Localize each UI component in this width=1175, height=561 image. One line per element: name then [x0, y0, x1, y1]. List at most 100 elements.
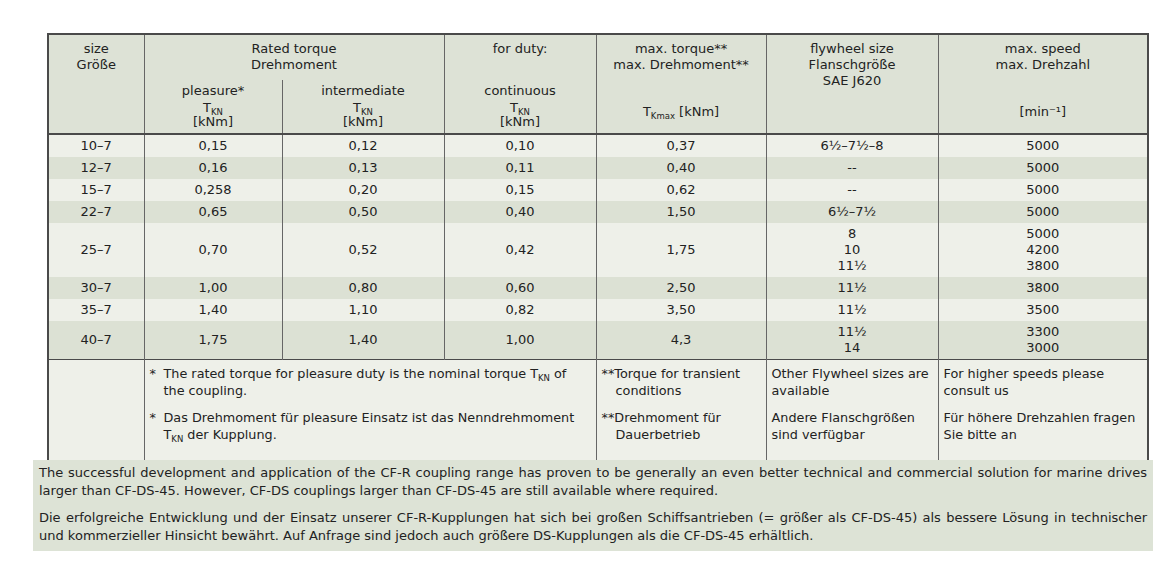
cell-pleasure-torque: 1,75 — [144, 321, 282, 360]
header-continuous-label: continuous — [449, 83, 592, 99]
cell-flywheel-size: -- — [766, 157, 938, 179]
coupling-spec-table-wrap: size Größe Rated torque Drehmoment for d… — [47, 33, 1149, 462]
footnote-speed-en: For higher speeds please consult us — [944, 366, 1143, 399]
cell-flywheel-size: 11½ 14 — [766, 321, 938, 360]
cell-intermediate-torque: 1,40 — [282, 321, 444, 360]
cell-size: 12–7 — [48, 157, 144, 179]
cell-size: 40–7 — [48, 321, 144, 360]
cell-max-speed: 5000 — [938, 157, 1148, 179]
header-row-top: size Größe Rated torque Drehmoment for d… — [48, 34, 1148, 80]
header-max-speed-unit: [min⁻¹] — [943, 103, 1144, 120]
footnote-rated-de: * Das Drehmoment für pleasure Einsatz is… — [150, 410, 591, 443]
footnote-rated-en: * The rated torque for pleasure duty is … — [150, 366, 591, 399]
header-pleasure: pleasure* TKN [kNm] — [144, 80, 282, 134]
header-pleasure-label: pleasure* — [149, 83, 278, 99]
footnote-flywheel-de: Andere Flanschgrößen sind verfügbar — [772, 410, 933, 443]
cell-max-torque: 0,62 — [596, 179, 766, 201]
cell-max-speed: 3500 — [938, 299, 1148, 321]
header-intermediate-label: intermediate — [287, 83, 440, 99]
cell-footnote-flywheel: Other Flywheel sizes are available Ander… — [766, 360, 938, 462]
table-row: 22–7 0,65 0,50 0,40 1,50 6½–7½ 5000 — [48, 201, 1148, 223]
cell-max-torque: 4,3 — [596, 321, 766, 360]
table-row: 40–7 1,75 1,40 1,00 4,3 11½ 14 3300 3000 — [48, 321, 1148, 360]
header-flywheel-size-label: flywheel size Flanschgröße SAE J620 — [771, 41, 934, 89]
header-size-label: size Größe — [53, 41, 140, 73]
header-max-torque-unit: TKmax [kNm] — [601, 103, 762, 120]
cell-flywheel-size: 11½ — [766, 299, 938, 321]
header-intermediate-unit: [kNm] — [287, 114, 440, 130]
table-row: 12–7 0,16 0,13 0,11 0,40 -- 5000 — [48, 157, 1148, 179]
header-pleasure-symbol: TKN — [149, 101, 278, 114]
cell-max-torque: 1,50 — [596, 201, 766, 223]
header-size: size Größe — [48, 34, 144, 134]
cell-continuous-torque: 1,00 — [444, 321, 596, 360]
cell-size: 10–7 — [48, 134, 144, 157]
cell-continuous-torque: 0,40 — [444, 201, 596, 223]
footnote-speed-de: Für höhere Drehzahlen fragen Sie bitte a… — [944, 410, 1143, 443]
cell-size: 35–7 — [48, 299, 144, 321]
header-rated-torque: Rated torque Drehmoment — [144, 34, 444, 80]
header-max-speed: max. speed max. Drehzahl [min⁻¹] — [938, 34, 1148, 134]
cell-max-torque: 3,50 — [596, 299, 766, 321]
header-flywheel-size: flywheel size Flanschgröße SAE J620 — [766, 34, 938, 134]
cell-intermediate-torque: 1,10 — [282, 299, 444, 321]
cell-pleasure-torque: 1,00 — [144, 277, 282, 299]
table-row: 10–7 0,15 0,12 0,10 0,37 6½–7½–8 5000 — [48, 134, 1148, 157]
header-continuous: continuous TKN [kNm] — [444, 80, 596, 134]
cell-intermediate-torque: 0,12 — [282, 134, 444, 157]
datasheet-page: { "colors": { "header_bg": "#dde2d6", "r… — [0, 0, 1175, 561]
header-intermediate-symbol: TKN — [287, 101, 440, 114]
cell-max-speed: 5000 — [938, 201, 1148, 223]
header-max-torque-label: max. torque** max. Drehmoment** — [601, 41, 762, 73]
cell-continuous-torque: 0,15 — [444, 179, 596, 201]
cell-continuous-torque: 0,42 — [444, 223, 596, 277]
cell-size: 15–7 — [48, 179, 144, 201]
cell-flywheel-size: 6½–7½–8 — [766, 134, 938, 157]
cell-continuous-torque: 0,10 — [444, 134, 596, 157]
footnote-max-torque-de: **Drehmoment für Dauerbetrieb — [602, 410, 761, 443]
cell-intermediate-torque: 0,20 — [282, 179, 444, 201]
cell-max-torque: 2,50 — [596, 277, 766, 299]
cell-footnote-rated-torque: * The rated torque for pleasure duty is … — [144, 360, 596, 462]
cell-continuous-torque: 0,11 — [444, 157, 596, 179]
cell-pleasure-torque: 0,15 — [144, 134, 282, 157]
cell-intermediate-torque: 0,52 — [282, 223, 444, 277]
header-max-speed-label: max. speed max. Drehzahl — [943, 41, 1144, 73]
header-for-duty: for duty: — [444, 34, 596, 80]
table-row: 30–7 1,00 0,80 0,60 2,50 11½ 3800 — [48, 277, 1148, 299]
cell-pleasure-torque: 0,65 — [144, 201, 282, 223]
cell-pleasure-torque: 0,16 — [144, 157, 282, 179]
cell-max-torque: 1,75 — [596, 223, 766, 277]
header-max-torque: max. torque** max. Drehmoment** TKmax [k… — [596, 34, 766, 134]
cell-pleasure-torque: 0,70 — [144, 223, 282, 277]
header-intermediate: intermediate TKN [kNm] — [282, 80, 444, 134]
cell-max-torque: 0,40 — [596, 157, 766, 179]
header-pleasure-unit: [kNm] — [149, 114, 278, 130]
cell-size: 30–7 — [48, 277, 144, 299]
cell-footnote-max-torque: **Torque for transient conditions **Dreh… — [596, 360, 766, 462]
cell-max-speed: 5000 — [938, 179, 1148, 201]
note-paragraph-en: The successful development and applicati… — [39, 464, 1147, 499]
footnote-flywheel-en: Other Flywheel sizes are available — [772, 366, 933, 399]
cell-max-speed: 3800 — [938, 277, 1148, 299]
header-rated-torque-label: Rated torque Drehmoment — [149, 41, 440, 73]
header-for-duty-label: for duty: — [449, 41, 592, 57]
table-row: 25–7 0,70 0,52 0,42 1,75 8 10 11½ 5000 4… — [48, 223, 1148, 277]
cell-intermediate-torque: 0,80 — [282, 277, 444, 299]
cell-flywheel-size: 11½ — [766, 277, 938, 299]
cell-intermediate-torque: 0,50 — [282, 201, 444, 223]
note-paragraph-de: Die erfolgreiche Entwicklung und der Ein… — [39, 509, 1147, 544]
cell-flywheel-size: 8 10 11½ — [766, 223, 938, 277]
cell-flywheel-size: 6½–7½ — [766, 201, 938, 223]
table-row: 15–7 0,258 0,20 0,15 0,62 -- 5000 — [48, 179, 1148, 201]
cell-continuous-torque: 0,82 — [444, 299, 596, 321]
header-continuous-unit: [kNm] — [449, 114, 592, 130]
table-row: 35–7 1,40 1,10 0,82 3,50 11½ 3500 — [48, 299, 1148, 321]
footnote-max-torque-en: **Torque for transient conditions — [602, 366, 761, 399]
notes-block: The successful development and applicati… — [33, 460, 1153, 551]
cell-continuous-torque: 0,60 — [444, 277, 596, 299]
footnote-row: * The rated torque for pleasure duty is … — [48, 360, 1148, 462]
cell-size: 22–7 — [48, 201, 144, 223]
cell-pleasure-torque: 1,40 — [144, 299, 282, 321]
cell-max-speed: 5000 4200 3800 — [938, 223, 1148, 277]
